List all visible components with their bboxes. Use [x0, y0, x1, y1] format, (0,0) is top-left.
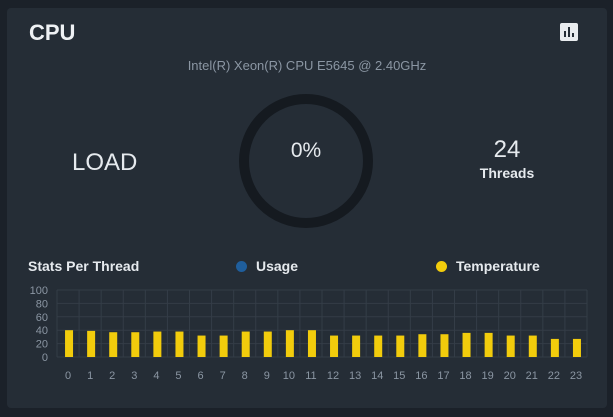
x-tick-label: 3 [131, 370, 137, 382]
bar-temperature [285, 330, 294, 357]
cpu-card: CPU Intel(R) Xeon(R) CPU E5645 @ 2.40GHz… [7, 8, 607, 408]
bar-temperature [396, 335, 405, 357]
x-tick-label: 14 [371, 370, 383, 382]
y-tick-label: 100 [30, 285, 48, 297]
bar-temperature [550, 338, 559, 357]
bar-temperature [263, 331, 272, 357]
bar-temperature [87, 330, 96, 357]
bar-temperature [330, 335, 339, 357]
legend-label-temperature: Temperature [456, 258, 540, 274]
x-tick-label: 23 [570, 370, 582, 382]
x-tick-label: 9 [264, 370, 270, 382]
bar-temperature [109, 332, 118, 357]
card-title: CPU [29, 20, 76, 45]
y-tick-label: 80 [36, 298, 48, 310]
load-percent: 0% [290, 139, 322, 162]
threads-label: Threads [479, 165, 535, 181]
x-tick-label: 18 [459, 370, 471, 382]
bar-chart-icon[interactable] [560, 23, 578, 41]
x-tick-label: 21 [526, 370, 538, 382]
legend-temperature[interactable]: Temperature [436, 258, 540, 274]
legend-label-usage: Usage [256, 258, 299, 274]
x-tick-label: 1 [87, 370, 93, 382]
x-tick-label: 8 [242, 370, 248, 382]
legend-dot-temperature [436, 260, 447, 272]
x-tick-label: 10 [283, 370, 295, 382]
bar-temperature [197, 335, 206, 357]
bar-temperature [506, 335, 515, 357]
bar-temperature [131, 332, 140, 357]
x-tick-label: 15 [393, 370, 405, 382]
bar-temperature [307, 330, 316, 357]
x-tick-label: 22 [548, 370, 560, 382]
bar-temperature [462, 332, 471, 357]
x-tick-label: 19 [482, 370, 494, 382]
x-tick-label: 4 [153, 370, 159, 382]
threads-count: 24 [493, 136, 521, 163]
gauge-track [239, 94, 373, 228]
load-label: LOAD [72, 149, 138, 176]
bar-temperature [352, 335, 361, 357]
bar-temperature [219, 335, 228, 357]
bar-temperature [65, 330, 74, 357]
y-tick-label: 20 [36, 339, 48, 351]
x-tick-label: 17 [437, 370, 449, 382]
x-tick-label: 11 [305, 370, 316, 382]
x-tick-label: 5 [175, 370, 181, 382]
y-tick-label: 40 [36, 325, 48, 337]
x-tick-label: 16 [415, 370, 427, 382]
legend-usage[interactable]: Usage [236, 258, 298, 274]
cpu-model: Intel(R) Xeon(R) CPU E5645 @ 2.40GHz [187, 58, 427, 73]
bar-temperature [418, 334, 427, 357]
x-tick-label: 7 [220, 370, 226, 382]
bar-temperature [175, 331, 184, 357]
bar-temperature [572, 338, 581, 357]
bar-temperature [153, 331, 162, 357]
x-tick-label: 6 [197, 370, 203, 382]
load-gauge [239, 94, 373, 228]
x-tick-label: 12 [327, 370, 339, 382]
x-tick-label: 0 [65, 370, 71, 382]
x-tick-label: 20 [504, 370, 516, 382]
legend-dot-usage [236, 260, 247, 272]
y-tick-label: 60 [36, 312, 48, 324]
bar-temperature [528, 335, 537, 357]
bar-temperature [484, 332, 493, 357]
y-tick-label: 0 [42, 352, 48, 364]
bar-temperature [374, 335, 383, 357]
stats-per-thread-title: Stats Per Thread [28, 258, 140, 274]
bar-temperature [241, 331, 250, 357]
x-tick-label: 2 [109, 370, 115, 382]
x-tick-label: 13 [349, 370, 361, 382]
bar-temperature [440, 334, 449, 357]
